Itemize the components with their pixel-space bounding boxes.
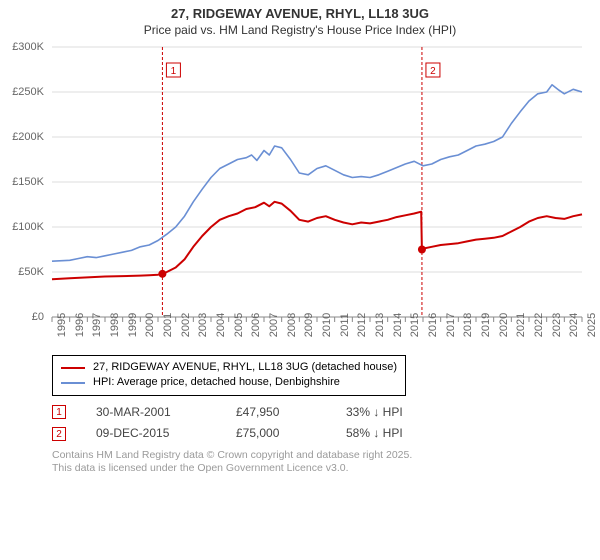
x-tick-label: 2000 [144,313,156,337]
x-tick-label: 1998 [109,313,121,337]
x-tick-label: 1996 [74,313,86,337]
footer-attribution: Contains HM Land Registry data © Crown c… [52,449,592,475]
chart-subtitle: Price paid vs. HM Land Registry's House … [8,23,592,37]
x-tick-label: 2013 [374,313,386,337]
marker-date: 09-DEC-2015 [96,423,206,445]
x-tick-label: 2011 [339,313,351,337]
x-tick-label: 2018 [462,313,474,337]
legend-row: 27, RIDGEWAY AVENUE, RHYL, LL18 3UG (det… [61,360,397,375]
legend-swatch [61,367,85,369]
x-tick-label: 2010 [321,313,333,337]
x-tick-label: 2007 [268,313,280,337]
y-tick-label: £200K [12,131,44,143]
legend-swatch [61,382,85,384]
x-tick-label: 2014 [392,313,404,337]
x-tick-label: 2020 [498,313,510,337]
x-tick-label: 2019 [480,313,492,337]
legend-row: HPI: Average price, detached house, Denb… [61,375,397,390]
y-tick-label: £300K [12,41,44,53]
marker-delta: 33% ↓ HPI [346,402,403,424]
x-tick-label: 2022 [533,313,545,337]
legend-label: 27, RIDGEWAY AVENUE, RHYL, LL18 3UG (det… [93,360,397,375]
svg-text:2: 2 [430,66,436,77]
x-tick-label: 2001 [162,313,174,337]
x-tick-label: 2025 [586,313,598,337]
marker-row: 2 09-DEC-2015 £75,000 58% ↓ HPI [52,423,592,445]
x-tick-label: 1997 [91,313,103,337]
marker-price: £75,000 [236,423,316,445]
y-tick-label: £50K [18,266,44,278]
x-tick-label: 1995 [56,313,68,337]
svg-text:1: 1 [171,66,177,77]
x-tick-label: 1999 [127,313,139,337]
x-tick-label: 2016 [427,313,439,337]
chart-container: 27, RIDGEWAY AVENUE, RHYL, LL18 3UG Pric… [0,0,600,479]
marker-row: 1 30-MAR-2001 £47,950 33% ↓ HPI [52,402,592,424]
x-tick-label: 2024 [568,313,580,337]
x-tick-label: 2005 [233,313,245,337]
x-tick-label: 2008 [286,313,298,337]
x-tick-label: 2017 [445,313,457,337]
y-tick-label: £150K [12,176,44,188]
x-tick-label: 2002 [180,313,192,337]
marker-table: 1 30-MAR-2001 £47,950 33% ↓ HPI 2 09-DEC-2015… [52,402,592,445]
x-tick-label: 2003 [197,313,209,337]
x-tick-label: 2009 [303,313,315,337]
x-tick-label: 2004 [215,313,227,337]
chart-title: 27, RIDGEWAY AVENUE, RHYL, LL18 3UG [8,6,592,23]
marker-date: 30-MAR-2001 [96,402,206,424]
marker-badge: 2 [52,427,66,441]
y-tick-label: £250K [12,86,44,98]
footer-line-2: This data is licensed under the Open Gov… [52,462,592,475]
x-tick-label: 2012 [356,313,368,337]
legend-box: 27, RIDGEWAY AVENUE, RHYL, LL18 3UG (det… [52,355,406,396]
x-tick-label: 2023 [551,313,563,337]
x-tick-label: 2021 [515,313,527,337]
footer-line-1: Contains HM Land Registry data © Crown c… [52,449,592,462]
y-tick-label: £100K [12,221,44,233]
chart-svg: 12 [8,41,592,351]
marker-price: £47,950 [236,402,316,424]
chart-plot-area: 12 £0£50K£100K£150K£200K£250K£300K199519… [8,41,592,351]
x-tick-label: 2015 [409,313,421,337]
x-tick-label: 2006 [250,313,262,337]
y-tick-label: £0 [32,311,44,323]
legend-label: HPI: Average price, detached house, Denb… [93,375,340,390]
marker-badge: 1 [52,405,66,419]
marker-delta: 58% ↓ HPI [346,423,403,445]
